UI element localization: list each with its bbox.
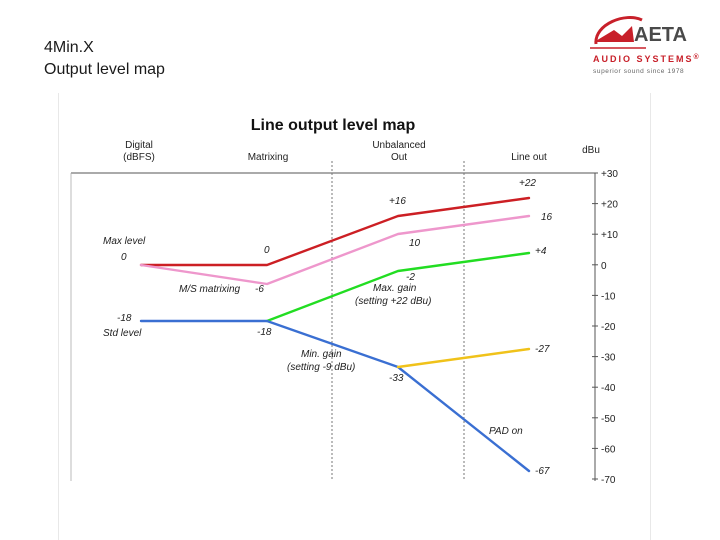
header-digital: Digital [125, 140, 153, 151]
scale-tick-label: -30 [601, 353, 616, 364]
label-unb-green: -2 [406, 272, 415, 283]
header-matrixing: Matrixing [248, 152, 289, 163]
scale-tick-label: -20 [601, 322, 616, 333]
series-red-line [139, 196, 531, 267]
scale-tick-label: +30 [601, 169, 618, 180]
scale-tick-label: +10 [601, 230, 618, 241]
logo-registered: ® [693, 54, 701, 61]
label-std-level: Std level [103, 328, 142, 339]
level-map-figure: Line output level map Digital (dBFS) Mat… [58, 93, 651, 540]
scale-tick-label: -40 [601, 383, 616, 394]
scale-tick-label: +20 [601, 200, 618, 211]
scale-tick-label: -60 [601, 444, 616, 455]
label-line-green: +4 [535, 246, 547, 257]
slide-subtitle: Output level map [44, 61, 165, 78]
aeta-logo: AETA AUDIO SYSTEMS® superior sound since… [586, 12, 712, 82]
label-max-gain-setting: (setting +22 dBu) [355, 296, 431, 307]
dbu-scale: +30 +20 +10 0 -10 -20 -30 -40 -50 -60 -70 [592, 169, 618, 486]
label-min-gain-setting: (setting -9 dBu) [287, 362, 355, 373]
scale-tick-label: 0 [601, 261, 607, 272]
series-yellow-line [396, 347, 531, 369]
label-line-pink: 16 [541, 212, 553, 223]
series-blue-line [139, 319, 531, 473]
label-line-blue: -67 [535, 466, 550, 477]
label-unb-blue: -33 [389, 373, 404, 384]
label-matrix-zero: 0 [264, 245, 270, 256]
label-matrix-minus18: -18 [257, 327, 272, 338]
label-line-red: +22 [519, 178, 536, 189]
label-std-level-value: -18 [117, 313, 132, 324]
label-pad-on: PAD on [489, 426, 523, 437]
slide-title-line1: 4Min.X [44, 39, 94, 56]
aeta-swoosh-icon [590, 16, 646, 49]
slide-title: 4Min.X Output level map [44, 37, 165, 81]
level-map-diagram: Line output level map Digital (dBFS) Mat… [70, 117, 618, 486]
label-max-level-value: 0 [121, 252, 127, 263]
scale-tick-label: -10 [601, 291, 616, 302]
label-ms-matrixing: M/S matrixing [179, 284, 241, 295]
series-green-line [265, 251, 531, 323]
header-line-out: Line out [511, 152, 547, 163]
logo-subtitle-text: AUDIO SYSTEMS [593, 54, 694, 64]
logo-tagline: superior sound since 1978 [593, 68, 685, 75]
logo-subtitle: AUDIO SYSTEMS® [593, 54, 701, 64]
header-unbalanced: Unbalanced [372, 140, 425, 151]
header-dbu: dBu [582, 145, 600, 156]
header-out: Out [391, 152, 407, 163]
logo-brand: AETA [634, 24, 687, 46]
label-ms-value: -6 [255, 284, 264, 295]
header-dbfs: (dBFS) [123, 152, 155, 163]
label-min-gain: Min. gain [301, 349, 342, 360]
label-line-yellow: -27 [535, 344, 550, 355]
series-pink-line [139, 214, 531, 286]
diagram-title: Line output level map [251, 117, 416, 134]
label-max-gain: Max. gain [373, 283, 417, 294]
label-unb-pink: 10 [409, 238, 421, 249]
scale-tick-label: -70 [601, 475, 616, 486]
label-unb-red: +16 [389, 196, 406, 207]
label-max-level: Max level [103, 236, 146, 247]
scale-tick-label: -50 [601, 414, 616, 425]
